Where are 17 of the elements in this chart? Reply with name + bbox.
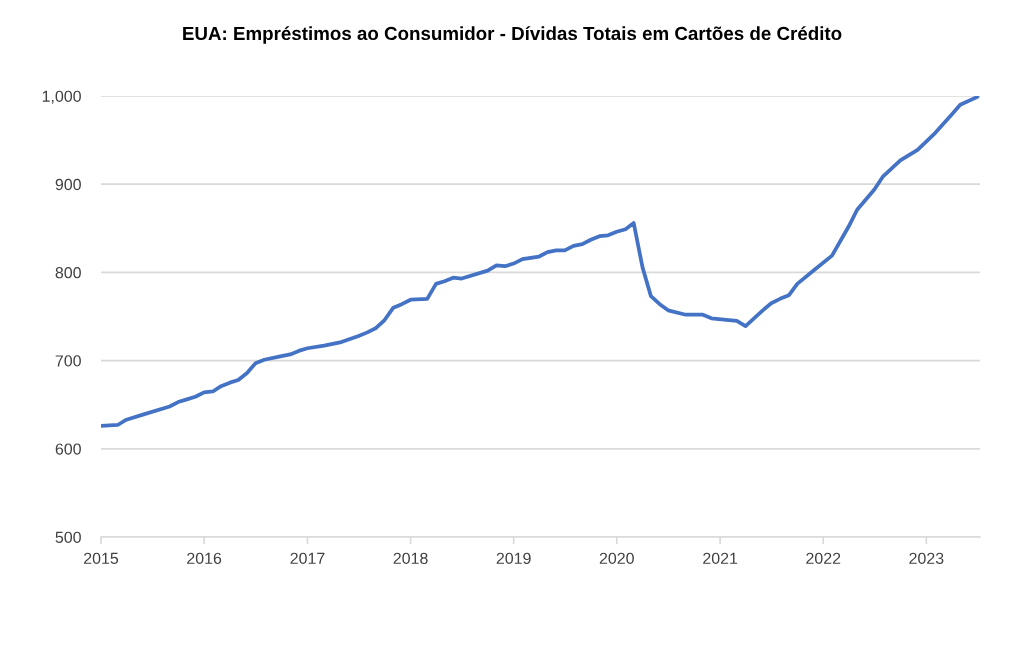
- x-tick-label: 2023: [909, 552, 944, 565]
- chart-title: EUA: Empréstimos ao Consumidor - Dívidas Totais em Cartões de Crédito: [183, 26, 842, 44]
- x-tick-label: 2019: [496, 552, 531, 565]
- y-tick-label: 800: [55, 267, 81, 279]
- x-tick-label: 2015: [84, 552, 119, 565]
- y-tick-label: 600: [55, 443, 81, 455]
- y-tick-label: 900: [55, 178, 81, 191]
- x-tick-label: 2018: [393, 552, 428, 565]
- x-tick-label: 2020: [599, 552, 634, 565]
- line-series: [101, 96, 980, 428]
- y-tick-label: 1,000: [42, 90, 81, 104]
- x-tick-label: 2017: [290, 552, 325, 565]
- x-tick-label: 2022: [806, 552, 841, 565]
- y-tick-label: 700: [55, 355, 81, 367]
- y-tick-label: 500: [55, 531, 81, 543]
- x-tick-label: 2016: [187, 552, 222, 565]
- x-tick-label: 2021: [703, 552, 738, 565]
